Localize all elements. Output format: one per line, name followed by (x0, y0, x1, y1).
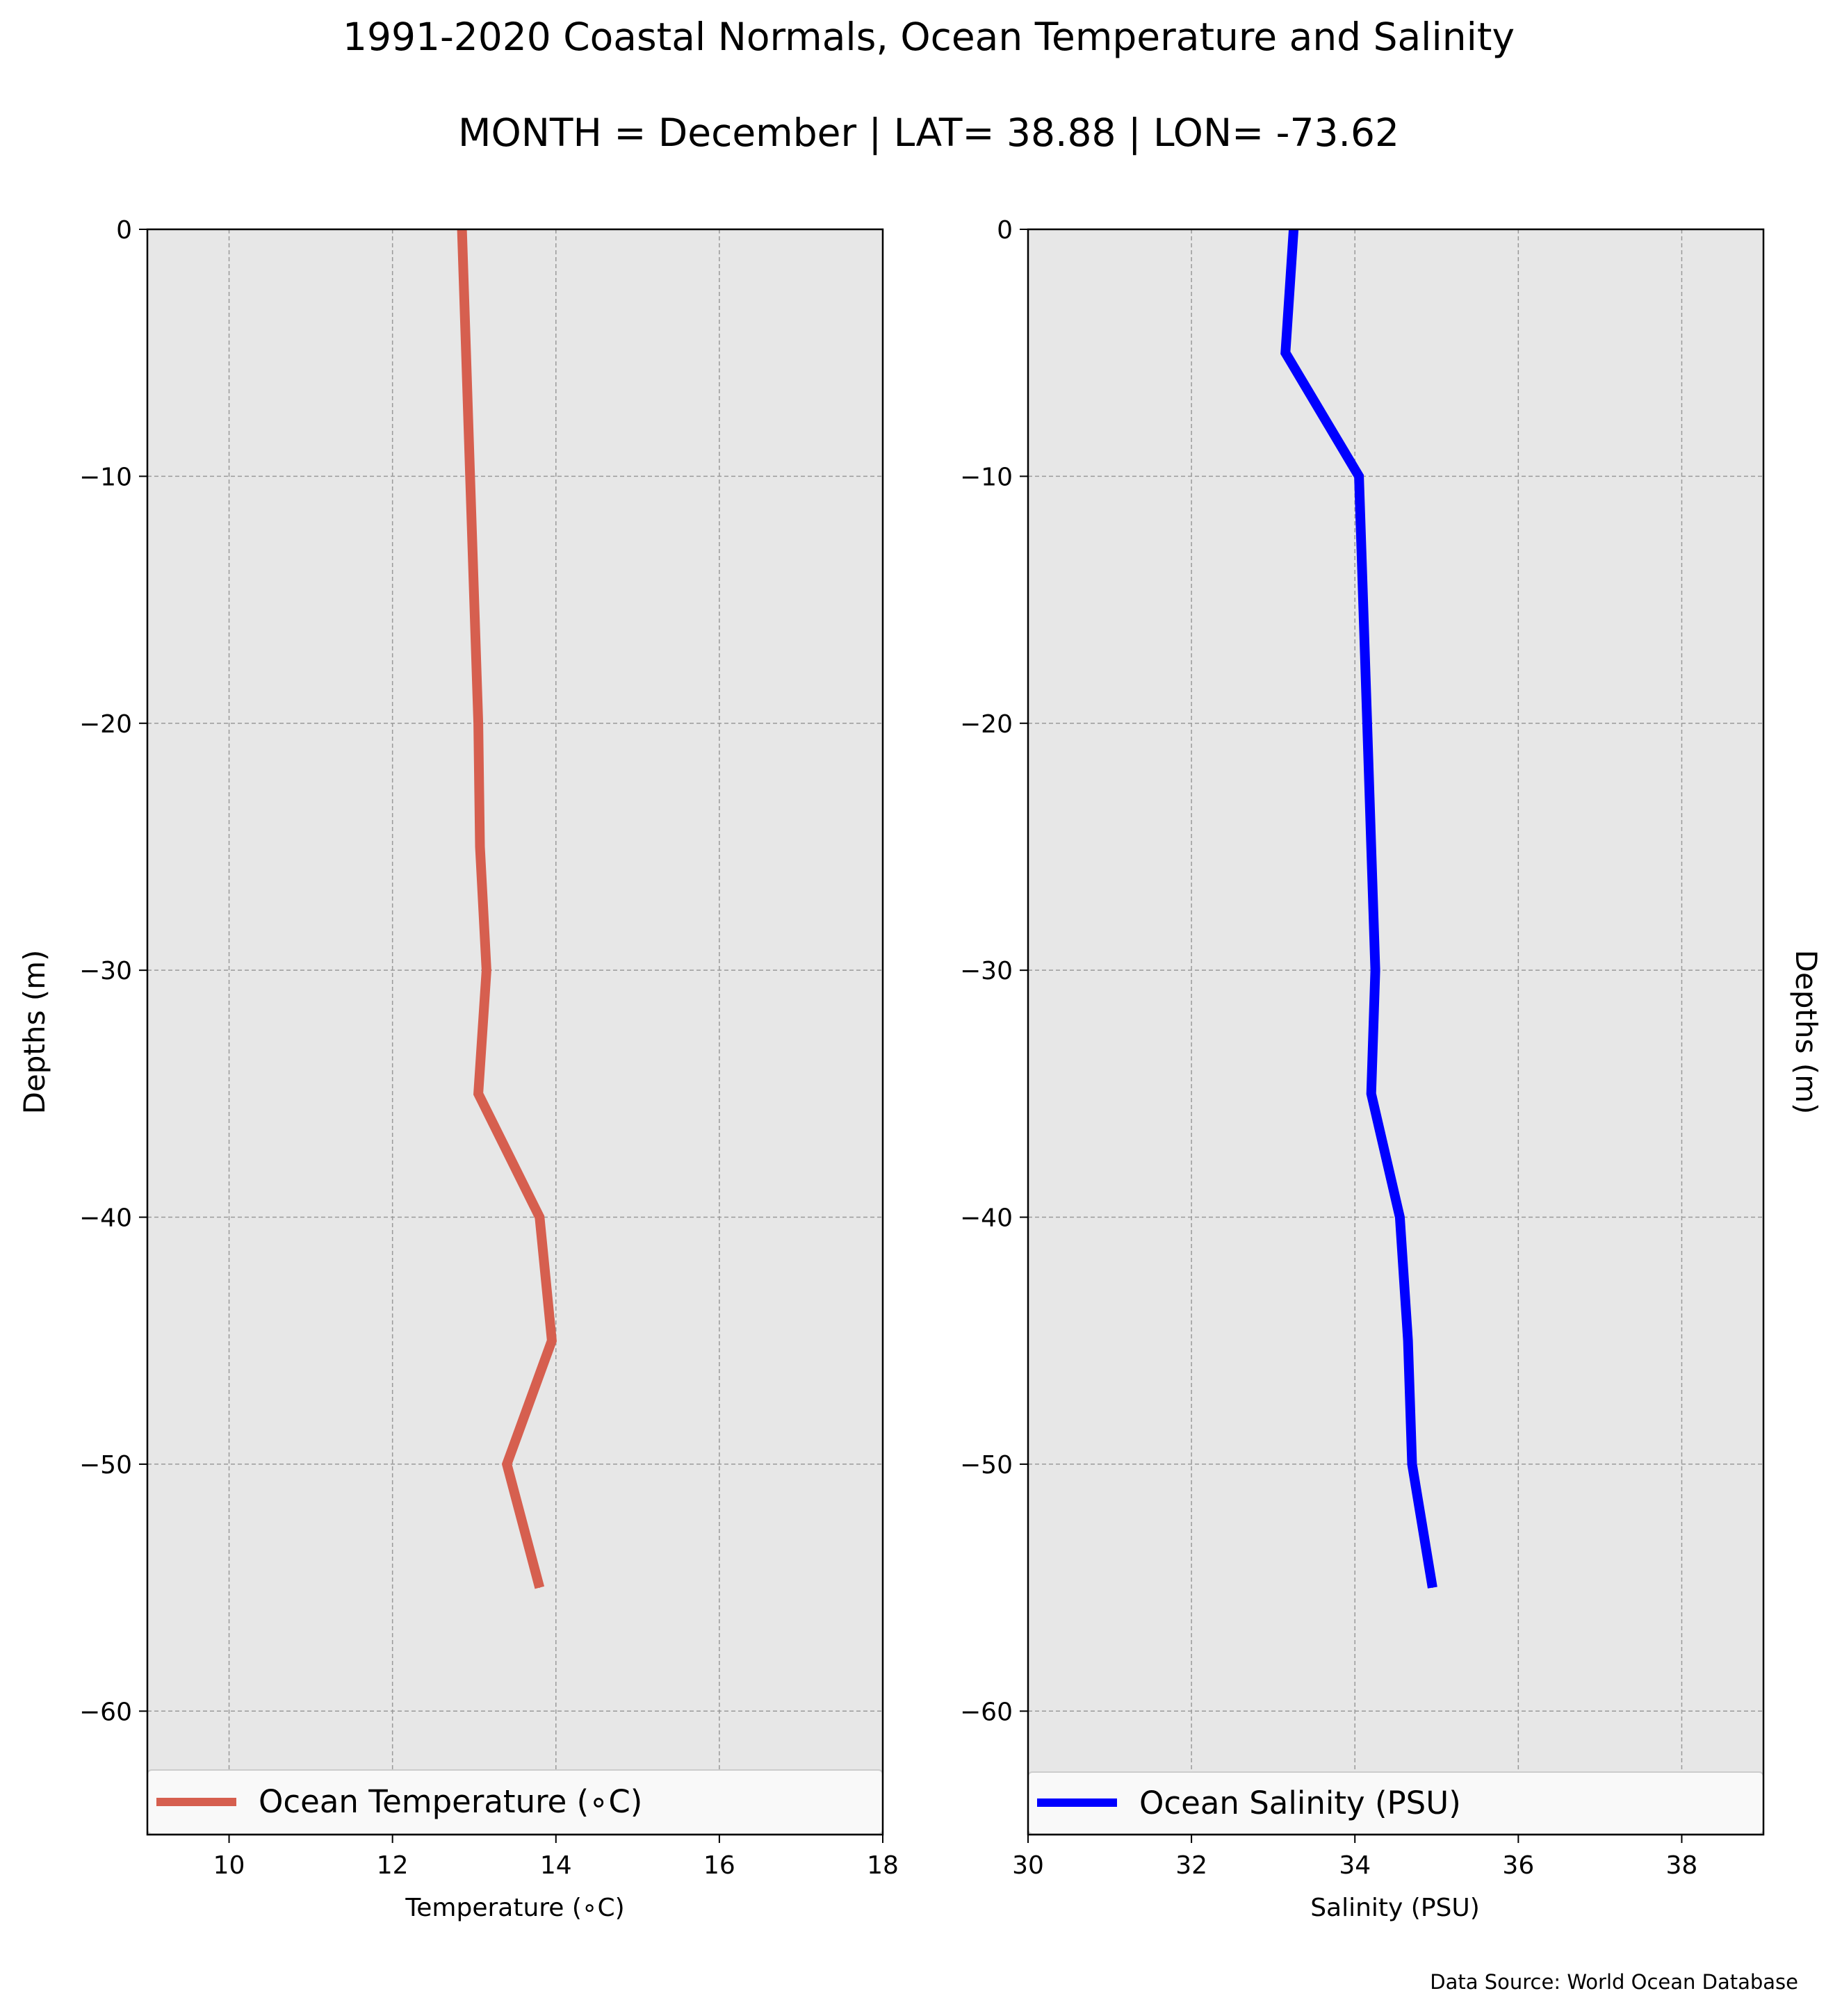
y-tick-label: −30 (960, 957, 1013, 985)
series-line (1280, 229, 1437, 1589)
data-point (539, 1587, 540, 1589)
x-tick-label: 32 (1175, 1851, 1207, 1880)
data-point (1285, 352, 1286, 354)
y-tick-label: −40 (960, 1204, 1013, 1233)
temperature-panel: Ocean Temperature (∘C) 10 12 14 16 18 0 −10 −2… (17, 216, 899, 1922)
x-tick-label: 18 (867, 1851, 899, 1880)
x-tick-label: 38 (1666, 1851, 1698, 1880)
y-tick-label: 0 (116, 216, 132, 245)
legend-label: Ocean Temperature (∘C) (259, 1783, 642, 1820)
data-point (478, 1093, 479, 1095)
legend-label: Ocean Salinity (PSU) (1139, 1785, 1461, 1821)
plot-area (147, 229, 883, 1835)
data-point (469, 475, 471, 477)
x-tick-label: 14 (540, 1851, 572, 1880)
plot-frame (146, 228, 884, 1836)
x-ticks: 30 32 34 36 38 (1012, 1835, 1697, 1880)
y-tick-label: −50 (79, 1451, 132, 1480)
chart-subtitle: MONTH = December | LAT= 38.88 | LON= -73… (458, 110, 1399, 156)
y-tick-label: −60 (79, 1698, 132, 1726)
y-tick-label: −20 (960, 710, 1013, 739)
x-tick-label: 12 (377, 1851, 409, 1880)
y-tick-label: −20 (79, 710, 132, 739)
data-point (1358, 475, 1360, 477)
data-source-note: Data Source: World Ocean Database (1430, 1970, 1798, 1994)
data-lines (457, 229, 557, 1589)
y-axis-label: Depths (m) (17, 950, 51, 1115)
data-point (1399, 1217, 1401, 1218)
series-line (457, 229, 557, 1589)
y-ticks: 0 −10 −20 −30 −40 −50 −60 (960, 216, 1028, 1726)
y-tick-label: 0 (997, 216, 1013, 245)
x-tick-label: 16 (703, 1851, 735, 1880)
data-lines (1280, 229, 1437, 1589)
x-axis-label: Temperature (∘C) (405, 1894, 624, 1922)
x-ticks: 10 12 14 16 18 (213, 1835, 899, 1880)
y-ticks: 0 −10 −20 −30 −40 −50 −60 (79, 216, 147, 1726)
data-point (486, 969, 487, 971)
y-tick-label: −50 (960, 1451, 1013, 1480)
legend: Ocean Temperature (∘C) (147, 1769, 883, 1835)
x-tick-label: 36 (1502, 1851, 1534, 1880)
legend: Ocean Salinity (PSU) (1027, 1771, 1764, 1835)
y-tick-label: −60 (960, 1698, 1013, 1726)
y-tick-label: −30 (79, 957, 132, 985)
y-tick-label: −40 (79, 1204, 132, 1233)
plot-frame (1027, 228, 1765, 1836)
x-tick-label: 34 (1339, 1851, 1371, 1880)
data-point (1432, 1587, 1433, 1589)
x-tick-label: 10 (213, 1851, 245, 1880)
y-axis-label: Depths (m) (1789, 950, 1823, 1115)
x-axis-label: Salinity (PSU) (1310, 1894, 1480, 1922)
plot-area (1028, 229, 1763, 1835)
chart-title: 1991-2020 Coastal Normals, Ocean Tempera… (343, 15, 1515, 59)
salinity-panel: Ocean Salinity (PSU) 30 32 34 36 38 0 −10 −20 −… (960, 216, 1823, 1922)
data-point (539, 1217, 540, 1218)
y-tick-label: −10 (960, 463, 1013, 491)
y-tick-label: −10 (79, 463, 132, 491)
x-tick-label: 30 (1012, 1851, 1044, 1880)
data-point (1375, 969, 1376, 971)
